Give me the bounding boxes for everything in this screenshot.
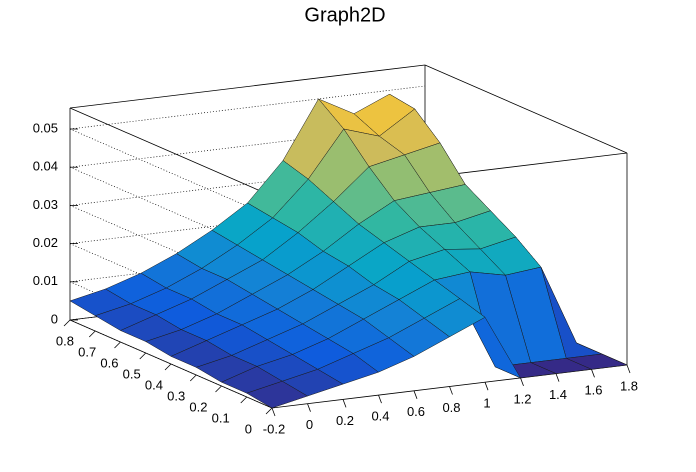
y-tick-label: 0.5 bbox=[123, 366, 141, 381]
x-tick-label: 0.6 bbox=[407, 404, 425, 419]
y-tick-label: 0.2 bbox=[189, 399, 207, 414]
z-tick-label: 0.02 bbox=[33, 235, 58, 250]
x-tick bbox=[626, 364, 631, 374]
x-tick bbox=[591, 369, 595, 378]
y-tick-label: 0.6 bbox=[100, 355, 118, 370]
z-tick-label: 0 bbox=[51, 311, 58, 326]
x-tick bbox=[271, 407, 276, 417]
surface-cell bbox=[246, 380, 309, 409]
box-edge bbox=[69, 64, 426, 109]
y-tick-label: 0 bbox=[245, 421, 252, 436]
x-tick-label: 0 bbox=[306, 417, 313, 432]
z-tick-label: 0.04 bbox=[33, 159, 58, 174]
x-tick bbox=[555, 373, 560, 382]
x-tick-label: 1.6 bbox=[584, 383, 602, 398]
x-tick-label: 1.4 bbox=[549, 387, 567, 402]
y-tick bbox=[164, 363, 172, 371]
y-tick-label: 0.4 bbox=[145, 377, 163, 392]
x-tick bbox=[484, 382, 489, 391]
z-tick-label: 0.01 bbox=[33, 273, 58, 288]
y-tick bbox=[240, 396, 248, 404]
x-tick-label: 1.8 bbox=[620, 378, 638, 393]
x-tick bbox=[449, 386, 453, 395]
y-tick bbox=[189, 374, 197, 382]
y-tick bbox=[114, 341, 121, 349]
x-tick-label: 1.2 bbox=[513, 391, 531, 406]
z-tick-label: 0.03 bbox=[33, 197, 58, 212]
y-tick bbox=[139, 352, 147, 360]
x-tick bbox=[307, 403, 311, 412]
grid-line bbox=[69, 128, 273, 218]
y-tick-label: 0.3 bbox=[167, 388, 185, 403]
y-tick-label: 0.7 bbox=[78, 344, 96, 359]
x-tick bbox=[342, 399, 347, 408]
box-edge bbox=[424, 64, 628, 154]
x-tick-label: 0.4 bbox=[371, 409, 389, 424]
grid-line bbox=[69, 85, 426, 130]
chart-title: Graph2D bbox=[304, 4, 385, 26]
y-tick-label: 0.8 bbox=[56, 333, 74, 348]
y-tick bbox=[215, 385, 222, 393]
z-tick-label: 0.05 bbox=[33, 120, 58, 135]
x-tick bbox=[378, 394, 382, 404]
y-tick bbox=[88, 330, 96, 338]
x-tick-label: 1 bbox=[483, 396, 490, 411]
y-tick-label: 0.1 bbox=[212, 410, 230, 425]
x-tick bbox=[413, 390, 418, 399]
grid-line bbox=[69, 319, 273, 409]
x-tick-label: -0.2 bbox=[263, 421, 285, 436]
x-tick-label: 0.2 bbox=[336, 413, 354, 428]
y-tick bbox=[63, 319, 71, 327]
y-tick bbox=[265, 407, 273, 415]
x-tick-label: 0.8 bbox=[442, 400, 460, 415]
box-edge bbox=[69, 107, 273, 197]
x-tick bbox=[520, 377, 524, 387]
